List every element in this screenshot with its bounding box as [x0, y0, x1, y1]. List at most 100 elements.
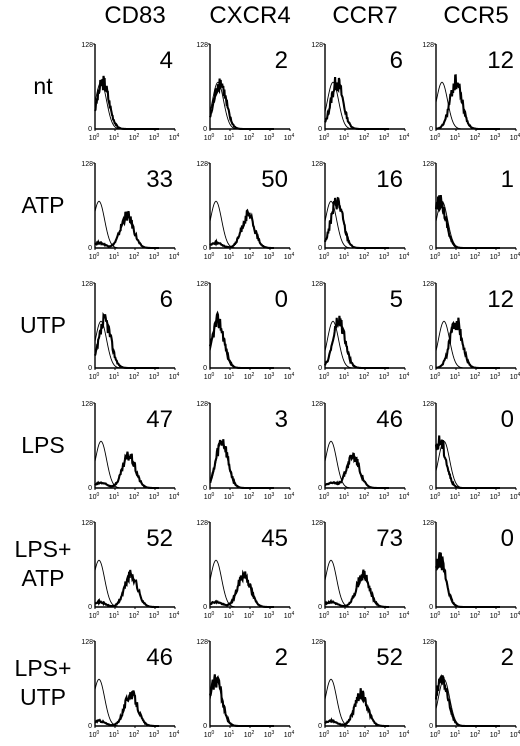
stained-histogram: [209, 569, 274, 609]
x-tick-label: 101: [109, 611, 120, 620]
y-tick-label: 128: [81, 520, 93, 527]
x-tick-label: 102: [129, 252, 140, 261]
x-tick-label: 103: [490, 611, 501, 620]
x-tick-label: 104: [169, 492, 180, 501]
x-tick-label: 101: [109, 730, 120, 739]
y-tick-label: 128: [422, 161, 434, 168]
x-tick-label: 103: [490, 372, 501, 381]
x-tick-label: 104: [399, 252, 410, 261]
x-tick-label: 104: [169, 372, 180, 381]
y-tick-label: 128: [422, 281, 434, 288]
stained-histogram: [208, 310, 274, 370]
percent-value: 16: [376, 166, 403, 193]
y-tick-label: 0: [88, 245, 92, 252]
stained-histogram: [434, 195, 500, 250]
x-tick-label: 100: [204, 730, 215, 739]
y-tick-label: 128: [81, 401, 93, 408]
y-tick-label: 0: [203, 365, 207, 372]
x-tick-label: 102: [470, 730, 481, 739]
control-histogram: [94, 559, 155, 608]
x-tick-label: 104: [510, 252, 520, 261]
y-tick-label: 128: [422, 520, 434, 527]
y-tick-label: 128: [422, 401, 434, 408]
column-header-cxcr4: CXCR4: [209, 2, 291, 29]
percent-value: 45: [261, 525, 288, 552]
percent-value: 50: [261, 166, 288, 193]
y-tick-label: 0: [88, 365, 92, 372]
stained-histogram: [436, 317, 500, 370]
x-tick-label: 102: [470, 492, 481, 501]
x-tick-label: 101: [224, 730, 235, 739]
x-tick-label: 100: [430, 730, 441, 739]
y-tick-label: 0: [203, 604, 207, 611]
stained-histogram: [434, 674, 500, 728]
x-tick-label: 101: [339, 730, 350, 739]
row-label-4: LPS+ ATP: [0, 535, 86, 593]
control-histogram: [435, 440, 496, 489]
y-tick-label: 0: [429, 245, 433, 252]
percent-value: 52: [146, 525, 173, 552]
x-tick-label: 101: [224, 372, 235, 381]
percent-value: 2: [275, 47, 288, 74]
y-tick-label: 128: [311, 520, 323, 527]
y-tick-label: 128: [311, 161, 323, 168]
control-histogram: [209, 559, 270, 608]
x-tick-label: 103: [379, 611, 390, 620]
percent-value: 2: [275, 644, 288, 671]
x-tick-label: 102: [244, 611, 255, 620]
percent-value: 2: [501, 644, 514, 671]
x-tick-label: 104: [169, 252, 180, 261]
percent-value: 0: [501, 406, 514, 433]
x-tick-label: 104: [284, 611, 295, 620]
x-tick-label: 100: [430, 492, 441, 501]
x-tick-label: 102: [129, 492, 140, 501]
control-histogram: [435, 559, 496, 608]
x-tick-label: 104: [284, 252, 295, 261]
x-tick-label: 104: [399, 730, 410, 739]
y-tick-label: 128: [422, 42, 434, 49]
x-tick-label: 103: [264, 611, 275, 620]
x-tick-label: 100: [319, 133, 330, 142]
x-tick-label: 104: [399, 372, 410, 381]
x-tick-label: 100: [430, 252, 441, 261]
y-tick-label: 0: [318, 485, 322, 492]
stained-histogram: [324, 688, 389, 728]
percent-value: 4: [160, 47, 173, 74]
y-tick-label: 128: [311, 42, 323, 49]
y-tick-label: 128: [311, 281, 323, 288]
x-tick-label: 104: [510, 133, 520, 142]
x-tick-label: 100: [89, 611, 100, 620]
x-tick-label: 100: [89, 730, 100, 739]
control-histogram: [209, 200, 270, 249]
x-tick-label: 101: [450, 730, 461, 739]
percent-value: 46: [146, 644, 173, 671]
x-tick-label: 102: [470, 611, 481, 620]
x-tick-label: 103: [149, 492, 160, 501]
column-header-ccr5: CCR5: [443, 2, 509, 29]
percent-value: 46: [376, 406, 403, 433]
x-tick-label: 100: [319, 730, 330, 739]
stained-histogram: [323, 315, 389, 370]
x-tick-label: 102: [244, 730, 255, 739]
x-tick-label: 103: [490, 133, 501, 142]
x-tick-label: 100: [204, 133, 215, 142]
y-tick-label: 0: [429, 365, 433, 372]
percent-value: 6: [390, 47, 403, 74]
x-tick-label: 101: [339, 372, 350, 381]
y-tick-label: 128: [196, 520, 208, 527]
x-tick-label: 101: [109, 252, 120, 261]
y-tick-label: 128: [311, 639, 323, 646]
x-tick-label: 102: [359, 372, 370, 381]
x-tick-label: 103: [264, 730, 275, 739]
stained-histogram: [94, 451, 159, 490]
